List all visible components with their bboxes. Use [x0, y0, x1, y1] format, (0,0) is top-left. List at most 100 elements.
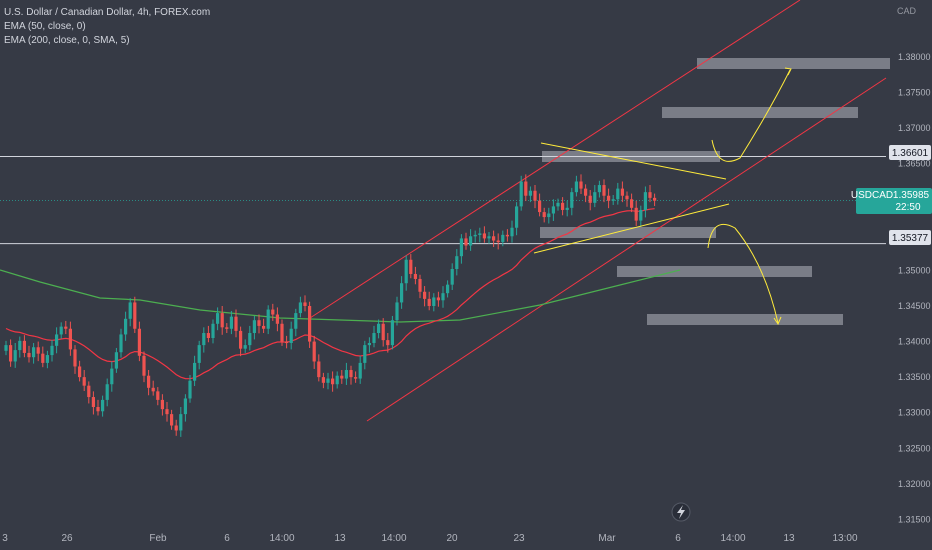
candle-body [533, 190, 537, 201]
candle-body [55, 334, 59, 346]
candle-body [386, 340, 390, 346]
target-zone [662, 107, 858, 118]
candle-body [211, 323, 215, 339]
ema50-line [5, 208, 655, 380]
candle-body [147, 375, 151, 388]
candle-body [643, 192, 647, 210]
candle-body [257, 320, 261, 326]
candle-body [151, 387, 155, 392]
candle-body [91, 397, 95, 408]
candle-body [335, 375, 339, 385]
candle-body [427, 298, 431, 306]
candle-body [160, 399, 164, 410]
candle-body [547, 213, 551, 218]
x-tick-label: 3 [2, 533, 8, 544]
candle-body [96, 407, 100, 412]
candle-body [170, 414, 174, 426]
symbol-title: U.S. Dollar / Canadian Dollar, 4h, FOREX… [4, 7, 211, 18]
candle-body [404, 259, 408, 284]
candle-body [602, 185, 606, 196]
candle-body [515, 206, 519, 228]
candlesticks [4, 174, 657, 437]
candle-body [524, 181, 528, 196]
candle-body [487, 236, 491, 239]
candle-body [354, 377, 358, 379]
candle-body [225, 327, 229, 329]
x-tick-label: 26 [61, 533, 73, 544]
candle-body [331, 378, 335, 385]
candle-body [372, 333, 376, 343]
candle-body [326, 378, 330, 383]
candle-body [59, 326, 63, 335]
candle-body [492, 236, 496, 241]
candle-body [9, 345, 13, 362]
candle-body [436, 297, 440, 301]
time-axis: 3 26 Feb 6 14:00 13 14:00 20 23 Mar 6 14:00 13 13:00 [2, 533, 858, 544]
candle-body [243, 345, 247, 349]
candle-body [593, 192, 597, 203]
candle-body [73, 349, 77, 367]
candle-body [611, 199, 615, 201]
projection-arrows [707, 67, 792, 326]
ascending-channel [309, 0, 887, 422]
candle-body [64, 326, 68, 329]
candle-body [248, 333, 252, 346]
candle-body [464, 238, 468, 246]
candle-body [409, 259, 413, 274]
candle-body [400, 283, 404, 303]
price-axis: 1.380001.375001.370001.365001.360001.355… [898, 52, 931, 524]
candle-body [565, 207, 569, 210]
candle-body [22, 340, 26, 353]
x-tick-label: 13 [334, 533, 346, 544]
candle-body [114, 352, 118, 369]
candle-body [607, 195, 611, 201]
candle-body [423, 291, 427, 299]
candle-body [32, 347, 36, 358]
candle-body [381, 323, 385, 341]
bearish-arrowhead [773, 316, 782, 326]
candle-body [41, 353, 45, 363]
candle-body [137, 328, 141, 356]
candle-body [220, 313, 224, 328]
candle-body [538, 200, 542, 213]
candle-body [418, 278, 422, 292]
candle-body [363, 345, 367, 363]
candle-body [630, 199, 634, 208]
bullish-arrowhead [784, 67, 792, 76]
candle-body [367, 342, 371, 346]
y-tick-label: 1.38000 [898, 52, 931, 62]
y-tick-label: 1.33500 [898, 372, 931, 382]
candle-body [156, 391, 160, 400]
lightning-icon[interactable] [671, 502, 691, 522]
candle-body [294, 313, 298, 329]
y-tick-label: 1.32000 [898, 479, 931, 489]
candle-body [501, 234, 505, 242]
candle-body [193, 362, 197, 381]
x-tick-label: Mar [598, 533, 616, 544]
candle-body [519, 181, 523, 207]
candle-body [303, 302, 307, 306]
horizontal-levels [0, 156, 886, 245]
candle-body [266, 309, 270, 329]
candle-body [298, 302, 302, 314]
candle-body [78, 366, 82, 378]
candle-body [570, 192, 574, 208]
candle-body [317, 361, 321, 378]
channel-lower [366, 77, 887, 422]
candle-body [639, 209, 643, 221]
candle-body [358, 362, 362, 379]
candle-body [202, 333, 206, 346]
candle-body [349, 370, 353, 378]
candle-body [620, 188, 624, 196]
candle-body [27, 352, 31, 358]
price-badge-label: 1.35985 [893, 190, 930, 201]
x-tick-label: 23 [513, 533, 525, 544]
target-zone [617, 266, 812, 277]
y-tick-label: 1.37500 [898, 88, 931, 98]
candle-body [110, 368, 114, 385]
candle-body [119, 334, 123, 353]
support-badge [889, 230, 931, 245]
candle-body [275, 314, 279, 324]
candle-body [505, 234, 509, 237]
